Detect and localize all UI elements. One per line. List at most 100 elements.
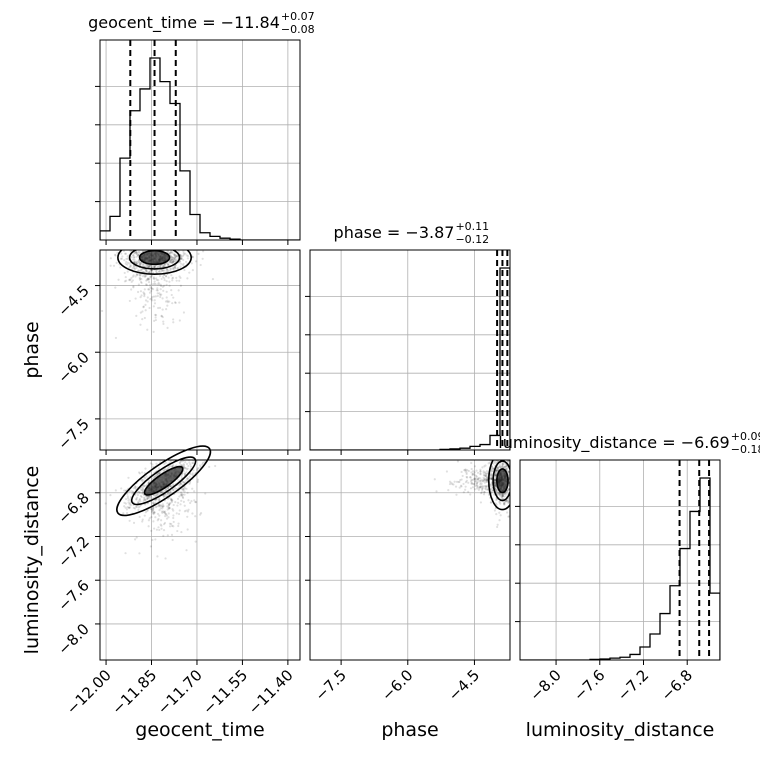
sample-point xyxy=(156,283,159,286)
sample-point xyxy=(142,498,145,502)
sample-point xyxy=(189,473,192,476)
sample-point xyxy=(158,498,161,501)
sample-point xyxy=(132,521,136,524)
sample-point xyxy=(147,277,150,280)
sample-point xyxy=(494,470,498,473)
sample-point xyxy=(498,501,501,504)
sample-point xyxy=(168,252,171,255)
sample-point xyxy=(497,457,499,459)
sample-point xyxy=(142,245,144,247)
sample-point xyxy=(507,500,510,503)
sample-point xyxy=(179,260,182,263)
sample-point xyxy=(147,280,151,284)
sample-point xyxy=(155,278,158,282)
sample-point xyxy=(162,289,165,292)
sample-point xyxy=(166,492,169,496)
sample-point xyxy=(501,494,504,497)
sample-point xyxy=(135,250,138,254)
sample-point xyxy=(482,473,485,476)
sample-point xyxy=(479,492,483,495)
sample-point xyxy=(501,494,504,497)
sample-point xyxy=(171,256,175,259)
panel-geocent_time-phase xyxy=(95,231,301,455)
sample-point xyxy=(141,520,144,523)
sample-point xyxy=(167,263,170,266)
sample-point xyxy=(474,478,478,481)
sample-point xyxy=(169,247,171,249)
sample-point xyxy=(495,498,498,502)
sample-point xyxy=(180,460,183,463)
sample-point xyxy=(146,296,149,299)
sample-point xyxy=(157,281,160,285)
sample-point xyxy=(184,243,186,245)
sample-point xyxy=(501,465,504,468)
sample-point xyxy=(165,514,169,517)
sample-point xyxy=(496,525,499,529)
sample-point xyxy=(196,478,200,481)
sample-point xyxy=(170,258,174,261)
sample-point xyxy=(512,481,514,483)
sample-point xyxy=(173,256,176,259)
sample-point xyxy=(146,497,149,500)
sample-point xyxy=(137,508,140,512)
title-main: phase = −3.87 xyxy=(334,223,455,242)
sample-point xyxy=(185,254,188,257)
sample-point xyxy=(515,455,517,457)
sample-point xyxy=(504,456,506,458)
sample-point xyxy=(150,269,153,272)
sample-point xyxy=(512,454,514,456)
sample-point xyxy=(171,538,174,542)
sample-point xyxy=(126,506,129,509)
sample-point xyxy=(139,296,142,299)
sample-point xyxy=(155,247,157,249)
sample-point xyxy=(479,486,482,489)
sample-point xyxy=(153,527,156,530)
sample-point xyxy=(133,255,136,259)
sample-point xyxy=(138,245,140,247)
sample-point xyxy=(194,260,198,263)
sample-point xyxy=(177,522,180,525)
sample-point xyxy=(141,491,144,494)
sample-point xyxy=(135,262,138,265)
title-luminosity_distance: luminosity_distance = −6.69+0.09−0.18 xyxy=(498,430,760,456)
sample-point xyxy=(172,260,175,263)
sample-point xyxy=(435,490,438,493)
sample-point xyxy=(139,323,142,326)
sample-point xyxy=(494,474,497,477)
sample-point xyxy=(153,511,156,514)
sample-point xyxy=(139,268,143,271)
sample-point xyxy=(166,243,168,245)
sample-point xyxy=(493,483,497,487)
sample-point xyxy=(134,297,137,300)
sample-point xyxy=(181,263,184,266)
sample-point xyxy=(157,505,160,508)
sample-point xyxy=(137,471,141,474)
sample-point xyxy=(150,269,153,272)
sample-point xyxy=(486,488,489,491)
sample-point xyxy=(194,501,197,504)
sample-point xyxy=(180,257,184,260)
sample-point xyxy=(178,319,181,322)
sample-point xyxy=(138,262,141,266)
sample-point xyxy=(145,231,147,233)
sample-point xyxy=(201,461,205,464)
sample-point xyxy=(183,467,186,470)
sample-point xyxy=(189,501,192,505)
sample-point xyxy=(496,469,499,472)
sample-point xyxy=(163,269,166,272)
sample-point xyxy=(501,464,504,468)
sample-point xyxy=(144,511,147,514)
sample-point xyxy=(158,503,161,506)
sample-point xyxy=(147,265,151,268)
sample-point xyxy=(182,252,185,255)
sample-point xyxy=(134,261,137,264)
sample-point xyxy=(182,463,185,466)
sample-point xyxy=(185,468,188,471)
sample-point xyxy=(186,515,189,518)
sample-point xyxy=(485,474,488,477)
sample-point xyxy=(208,465,211,468)
sample-point xyxy=(152,501,155,504)
sample-point xyxy=(170,259,173,262)
sample-point xyxy=(146,277,149,281)
sample-point xyxy=(138,505,141,508)
